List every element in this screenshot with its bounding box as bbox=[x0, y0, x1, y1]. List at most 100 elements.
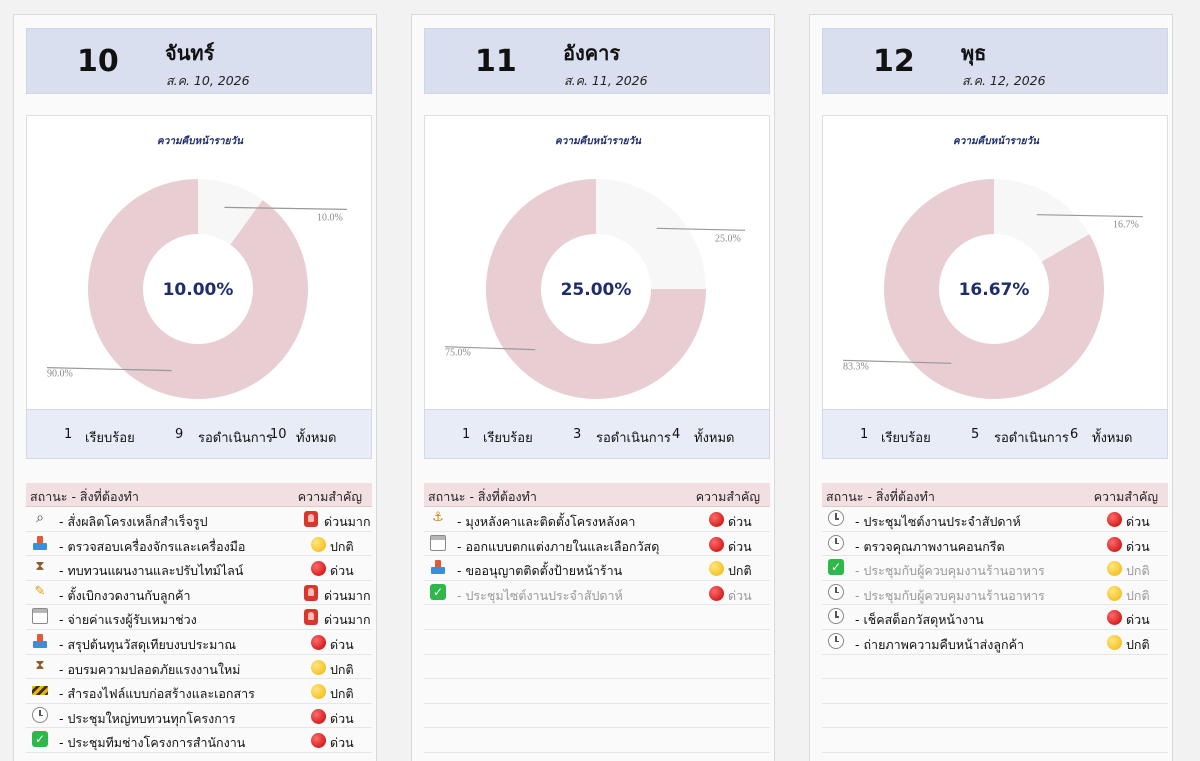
task-row[interactable]: - สำรองไฟล์แบบก่อสร้างและเอกสาร ปกติ bbox=[26, 679, 372, 704]
task-row[interactable]: ✓ - ประชุมไซต์งานประจำสัปดาห์ ด่วน bbox=[424, 581, 770, 606]
task-row[interactable]: - ประชุมไซต์งานประจำสัปดาห์ ด่วน bbox=[822, 507, 1168, 532]
task-row[interactable]: - จ่ายค่าแรงผู้รับเหมาช่วง ด่วนมาก bbox=[26, 605, 372, 630]
priority-label: ด่วน bbox=[728, 514, 752, 529]
donut-chart-svg: ความคืบหน้ารายวัน 16.7% 83.3% 16.67% bbox=[842, 135, 1144, 399]
red-circle-icon bbox=[1107, 610, 1122, 626]
priority-cell[interactable]: ด่วน bbox=[304, 560, 374, 578]
day-header: 11 อังคาร ส.ค. 11, 2026 bbox=[424, 28, 770, 94]
priority-cell[interactable]: ด่วนมาก bbox=[304, 609, 374, 627]
task-row[interactable]: - ขออนุญาตติดตั้งป้ายหน้าร้าน ปกติ bbox=[424, 556, 770, 581]
task-row[interactable]: ⌕ - สั่งผลิตโครงเหล็กสำเร็จรูป ด่วนมาก bbox=[26, 507, 372, 532]
task-row[interactable]: - เช็คสต็อกวัสดุหน้างาน ด่วน bbox=[822, 605, 1168, 630]
search-icon[interactable]: ⌕ bbox=[36, 510, 44, 526]
red-circle-icon bbox=[311, 561, 326, 577]
done-label: เรียบร้อย bbox=[881, 431, 931, 446]
task-text: - สั่งผลิตโครงเหล็กสำเร็จรูป bbox=[59, 514, 208, 529]
check-icon[interactable]: ✓ bbox=[430, 583, 446, 600]
priority-label: ด่วน bbox=[330, 710, 354, 726]
priority-cell[interactable]: ด่วน bbox=[304, 634, 374, 652]
priority-cell[interactable]: ปกติ bbox=[1100, 634, 1170, 652]
clock-icon[interactable] bbox=[828, 608, 844, 625]
center-percent: 25.00% bbox=[561, 280, 632, 300]
task-row[interactable]: ⧗ - อบรมความปลอดภัยแรงงานใหม่ ปกติ bbox=[26, 655, 372, 680]
task-row[interactable]: - ถ่ายภาพความคืบหน้าส่งลูกค้า ปกติ bbox=[822, 630, 1168, 655]
priority-label: ปกติ bbox=[1126, 636, 1150, 652]
priority-cell[interactable]: ด่วน bbox=[1100, 609, 1170, 627]
priority-label: ปกติ bbox=[728, 563, 752, 579]
clock-icon[interactable] bbox=[828, 534, 844, 551]
done-slice bbox=[198, 179, 263, 245]
calendar-icon[interactable] bbox=[32, 608, 48, 625]
check-icon[interactable]: ✓ bbox=[828, 559, 844, 576]
inbox-tray-icon[interactable] bbox=[430, 559, 446, 575]
empty-row bbox=[424, 679, 770, 704]
hourglass-icon[interactable]: ⧗ bbox=[35, 559, 45, 575]
task-row[interactable]: ✓ - ประชุมทีมช่างโครงการสำนักงาน ด่วน bbox=[26, 728, 372, 753]
task-text: - ตรวจคุณภาพงานคอนกรีต bbox=[855, 538, 1005, 554]
priority-column-header: ความสำคัญ bbox=[297, 489, 362, 504]
task-row[interactable]: - ประชุมกับผู้ควบคุมงานร้านอาหาร ปกติ bbox=[822, 581, 1168, 606]
task-row[interactable]: - ตรวจคุณภาพงานคอนกรีต ด่วน bbox=[822, 532, 1168, 557]
task-row[interactable]: ⧗ - ทบทวนแผนงานและปรับไทม์ไลน์ ด่วน bbox=[26, 556, 372, 581]
day-name: จันทร์ bbox=[165, 41, 215, 65]
priority-cell[interactable]: ด่วน bbox=[1100, 536, 1170, 554]
task-row[interactable]: - สรุปต้นทุนวัสดุเทียบงบประมาณ ด่วน bbox=[26, 630, 372, 655]
task-row[interactable]: - ตรวจสอบเครื่องจักรและเครื่องมือ ปกติ bbox=[26, 532, 372, 557]
pending-percent-label: 75.0% bbox=[445, 348, 471, 359]
priority-label: ปกติ bbox=[330, 661, 354, 677]
priority-cell[interactable]: ปกติ bbox=[1100, 585, 1170, 603]
priority-cell[interactable]: ปกติ bbox=[702, 560, 772, 578]
priority-cell[interactable]: ปกติ bbox=[304, 536, 374, 554]
day-header: 12 พุธ ส.ค. 12, 2026 bbox=[822, 28, 1168, 94]
task-row[interactable]: ✎ - ตั้งเบิกงวดงานกับลูกค้า ด่วนมาก bbox=[26, 581, 372, 606]
stats-bar: 1 เรียบร้อย 9 รอดำเนินการ 10 ทั้งหมด bbox=[26, 409, 372, 459]
pencil-icon[interactable]: ✎ bbox=[34, 583, 46, 599]
yellow-circle-icon bbox=[1107, 634, 1122, 650]
done-leader-line bbox=[224, 206, 348, 210]
task-row[interactable]: - ประชุมใหญ่ทบทวนทุกโครงการ ด่วน bbox=[26, 704, 372, 729]
task-text: - ประชุมกับผู้ควบคุมงานร้านอาหาร bbox=[855, 587, 1045, 603]
progress-chart: ความคืบหน้ารายวัน 25.0% 75.0% 25.00% bbox=[424, 115, 770, 410]
center-percent: 16.67% bbox=[959, 280, 1030, 300]
inbox-tray-icon[interactable] bbox=[32, 535, 48, 551]
task-text: - ประชุมใหญ่ทบทวนทุกโครงการ bbox=[59, 710, 236, 726]
yellow-circle-icon bbox=[1107, 561, 1122, 577]
priority-cell[interactable]: ด่วน bbox=[304, 708, 374, 726]
donut-chart-svg: ความคืบหน้ารายวัน 25.0% 75.0% 25.00% bbox=[444, 135, 746, 399]
priority-cell[interactable]: ปกติ bbox=[1100, 560, 1170, 578]
task-table-header: สถานะ - สิ่งที่ต้องทำ ความสำคัญ bbox=[26, 483, 372, 507]
task-column-header: สถานะ - สิ่งที่ต้องทำ bbox=[826, 489, 935, 504]
task-text: - มุงหลังคาและติดตั้งโครงหลังคา bbox=[457, 514, 636, 529]
pending-label: รอดำเนินการ bbox=[994, 431, 1069, 446]
priority-cell[interactable]: ปกติ bbox=[304, 683, 374, 701]
inbox-tray-icon[interactable] bbox=[32, 633, 48, 649]
day-date: ส.ค. 10, 2026 bbox=[166, 73, 250, 88]
crane-icon[interactable]: ⚓ bbox=[432, 510, 444, 525]
clock-icon[interactable] bbox=[32, 706, 48, 723]
priority-cell[interactable]: ด่วน bbox=[702, 511, 772, 529]
donut-chart-svg: ความคืบหน้ารายวัน 10.0% 90.0% 10.00% bbox=[46, 135, 348, 399]
priority-cell[interactable]: ปกติ bbox=[304, 659, 374, 677]
priority-column-header: ความสำคัญ bbox=[695, 489, 760, 504]
red-circle-icon bbox=[311, 634, 326, 650]
check-icon[interactable]: ✓ bbox=[32, 731, 48, 748]
priority-cell[interactable]: ด่วนมาก bbox=[304, 511, 374, 529]
task-table-header: สถานะ - สิ่งที่ต้องทำ ความสำคัญ bbox=[822, 483, 1168, 507]
priority-label: ปกติ bbox=[330, 686, 354, 702]
priority-cell[interactable]: ด่วน bbox=[702, 536, 772, 554]
hourglass-icon[interactable]: ⧗ bbox=[35, 657, 45, 673]
priority-cell[interactable]: ด่วน bbox=[304, 732, 374, 750]
priority-cell[interactable]: ด่วน bbox=[1100, 511, 1170, 529]
task-row[interactable]: ✓ - ประชุมกับผู้ควบคุมงานร้านอาหาร ปกติ bbox=[822, 556, 1168, 581]
task-table: สถานะ - สิ่งที่ต้องทำ ความสำคัญ - ประชุม… bbox=[822, 483, 1168, 753]
priority-cell[interactable]: ด่วนมาก bbox=[304, 584, 374, 603]
calendar-icon[interactable] bbox=[430, 534, 446, 551]
clock-icon[interactable] bbox=[828, 632, 844, 649]
priority-cell[interactable]: ด่วน bbox=[702, 585, 772, 603]
clock-icon[interactable] bbox=[828, 510, 844, 526]
task-text: - ตรวจสอบเครื่องจักรและเครื่องมือ bbox=[59, 538, 246, 554]
barrier-icon[interactable] bbox=[32, 686, 48, 696]
clock-icon[interactable] bbox=[828, 583, 844, 600]
task-row[interactable]: ⚓ - มุงหลังคาและติดตั้งโครงหลังคา ด่วน bbox=[424, 507, 770, 532]
task-row[interactable]: - ออกแบบตกแต่งภายในและเลือกวัสดุ ด่วน bbox=[424, 532, 770, 557]
